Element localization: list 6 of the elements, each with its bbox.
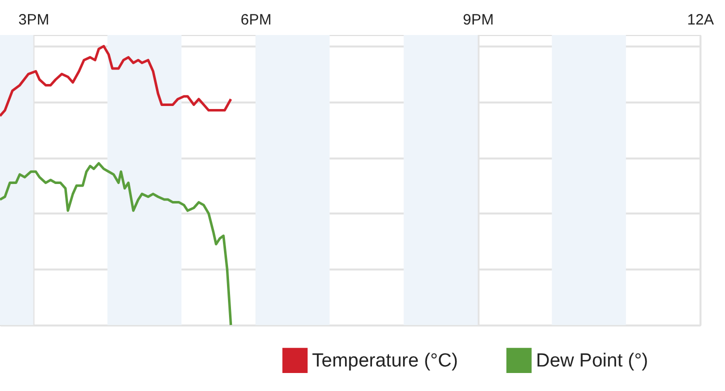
legend-label: Temperature (°C) bbox=[312, 350, 458, 372]
x-tick-label: 12A bbox=[687, 12, 714, 28]
x-tick-label: 6PM bbox=[240, 12, 272, 28]
legend-label: Dew Point (°) bbox=[536, 350, 648, 372]
x-tick-label: 9PM bbox=[462, 12, 494, 28]
x-tick-label: 3PM bbox=[18, 12, 50, 28]
